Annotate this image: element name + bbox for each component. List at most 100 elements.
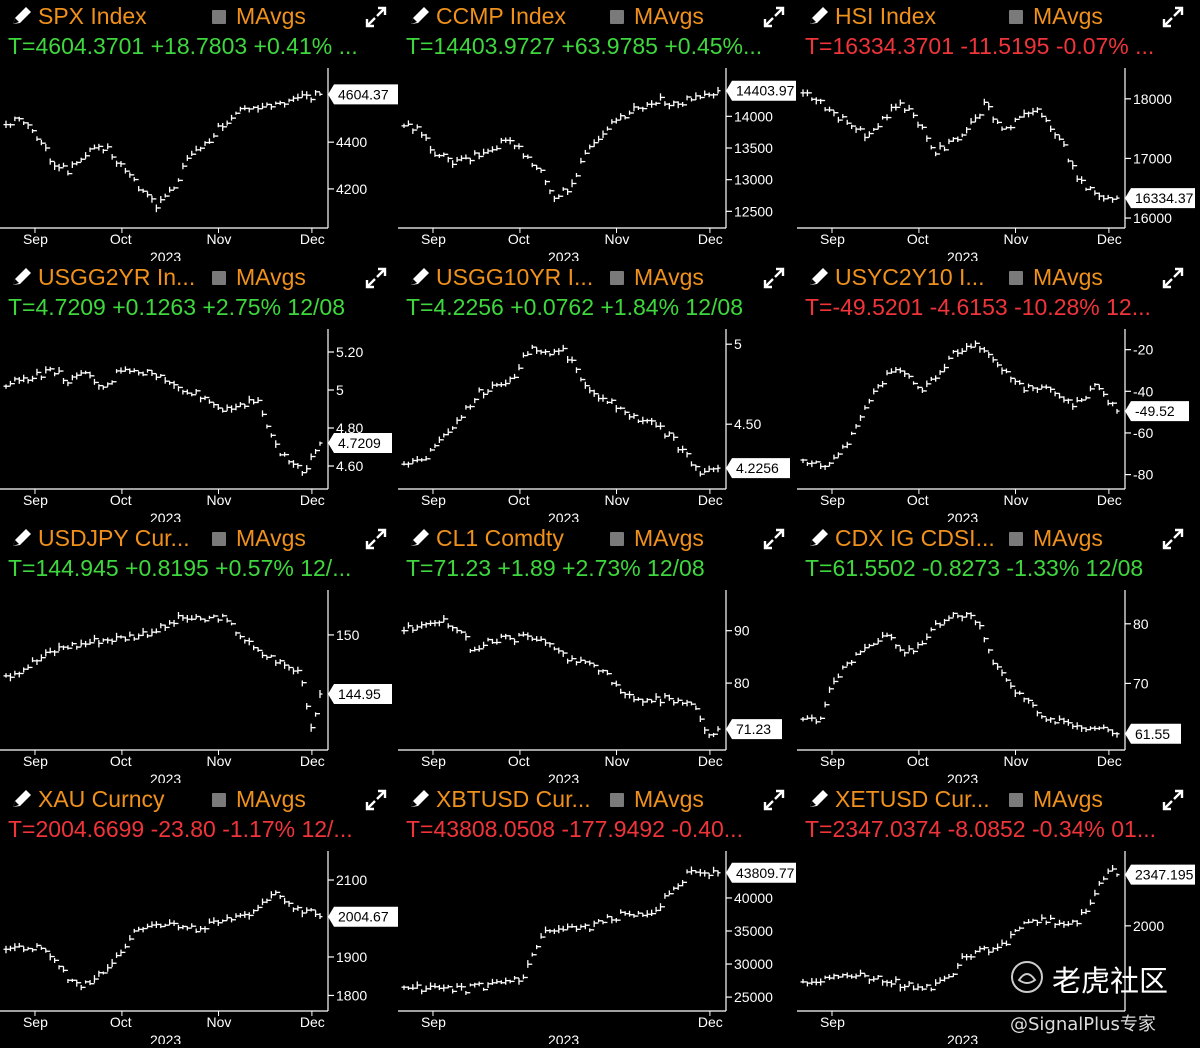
chart-panel[interactable]: SPX Index MAvgs T=4604.3701 +18.7803 +0.41… bbox=[0, 0, 398, 261]
price-chart[interactable]: 1800 1900 2100 Sep Oct Nov Dec 2023 2004.67 bbox=[0, 847, 398, 1044]
security-title[interactable]: XBTUSD Cur... bbox=[436, 786, 591, 812]
security-title[interactable]: XETUSD Cur... bbox=[835, 786, 990, 812]
price-chart[interactable]: 150 Sep Oct Nov Dec 2023 144.95 bbox=[0, 586, 398, 783]
price-chart[interactable]: 4.50 5 Sep Oct Nov Dec 2023 4.2256 bbox=[398, 325, 796, 522]
price-chart[interactable]: 12500 13000 13500 14000 Sep Oct Nov Dec 2023 1440… bbox=[398, 64, 796, 261]
x-tick-label: Dec bbox=[1097, 492, 1122, 508]
expand-icon[interactable] bbox=[1161, 527, 1185, 551]
chart-panel[interactable]: USGG2YR In... MAvgs T=4.7209 +0.1263 +2.75… bbox=[0, 261, 398, 522]
mavgs-label[interactable]: MAvgs bbox=[236, 525, 306, 551]
pencil-icon[interactable] bbox=[10, 266, 34, 288]
chart-panel[interactable]: CCMP Index MAvgs T=14403.9727 +63.9785 +0.… bbox=[398, 0, 796, 261]
mavgs-checkbox[interactable] bbox=[1009, 532, 1023, 546]
last-price-tag: 4604.37 bbox=[328, 84, 398, 105]
expand-icon[interactable] bbox=[364, 527, 388, 551]
pencil-icon[interactable] bbox=[408, 5, 432, 27]
pencil-icon[interactable] bbox=[408, 527, 432, 549]
pencil-icon[interactable] bbox=[10, 527, 34, 549]
price-chart[interactable]: 2000 Sep 2023 2347.195 bbox=[797, 847, 1195, 1044]
security-title[interactable]: CDX IG CDSI... bbox=[835, 525, 995, 551]
chart-panel[interactable]: HSI Index MAvgs T=16334.3701 -11.5195 -0.0… bbox=[797, 0, 1195, 261]
mavgs-label[interactable]: MAvgs bbox=[236, 3, 306, 29]
price-chart[interactable]: 70 80 Sep Oct Nov Dec 2023 61.55 bbox=[797, 586, 1195, 783]
price-chart[interactable]: 4200 4400 Sep Oct Nov Dec 2023 4604.37 bbox=[0, 64, 398, 261]
pencil-icon[interactable] bbox=[807, 266, 831, 288]
price-chart[interactable]: 25000 30000 35000 40000 Sep Dec 2023 43809.77 bbox=[398, 847, 796, 1044]
chart-panel[interactable]: XETUSD Cur... MAvgs T=2347.0374 -8.0852 -0… bbox=[797, 783, 1195, 1044]
security-title[interactable]: USDJPY Cur... bbox=[38, 525, 190, 551]
x-tick-label: Oct bbox=[110, 1014, 132, 1030]
expand-icon[interactable] bbox=[762, 266, 786, 290]
mavgs-label[interactable]: MAvgs bbox=[1033, 264, 1103, 290]
x-tick-label: Nov bbox=[1004, 753, 1029, 769]
mavgs-label[interactable]: MAvgs bbox=[236, 786, 306, 812]
pencil-icon[interactable] bbox=[408, 266, 432, 288]
mavgs-checkbox[interactable] bbox=[1009, 271, 1023, 285]
y-tick-label: 150 bbox=[336, 627, 360, 643]
expand-icon[interactable] bbox=[762, 5, 786, 29]
expand-icon[interactable] bbox=[762, 788, 786, 812]
expand-icon[interactable] bbox=[364, 788, 388, 812]
security-title[interactable]: USGG10YR I... bbox=[436, 264, 594, 290]
security-title[interactable]: SPX Index bbox=[38, 3, 147, 29]
price-chart[interactable]: 4.60 4.80 5 5.20 Sep Oct Nov Dec 2023 4.7209 bbox=[0, 325, 398, 522]
mavgs-label[interactable]: MAvgs bbox=[634, 786, 704, 812]
security-title[interactable]: USGG2YR In... bbox=[38, 264, 196, 290]
pencil-icon[interactable] bbox=[807, 527, 831, 549]
chart-panel[interactable]: USDJPY Cur... MAvgs T=144.945 +0.8195 +0.5… bbox=[0, 522, 398, 783]
chart-panel[interactable]: CL1 Comdty MAvgs T=71.23 +1.89 +2.73% 12/0… bbox=[398, 522, 796, 783]
security-title[interactable]: USYC2Y10 I... bbox=[835, 264, 985, 290]
pencil-icon[interactable] bbox=[10, 788, 34, 810]
last-price-label: 14403.97 bbox=[736, 83, 795, 99]
security-title[interactable]: CCMP Index bbox=[436, 3, 566, 29]
mavgs-checkbox[interactable] bbox=[1009, 793, 1023, 807]
expand-icon[interactable] bbox=[762, 527, 786, 551]
last-price-tag: 14403.97 bbox=[726, 80, 796, 101]
chart-panel[interactable]: XAU Curncy MAvgs T=2004.6699 -23.80 -1.17%… bbox=[0, 783, 398, 1044]
mavgs-label[interactable]: MAvgs bbox=[1033, 525, 1103, 551]
chart-panel[interactable]: USYC2Y10 I... MAvgs T=-49.5201 -4.6153 -10… bbox=[797, 261, 1195, 522]
pencil-icon[interactable] bbox=[10, 5, 34, 27]
last-price-tag: 43809.77 bbox=[726, 862, 796, 883]
price-chart[interactable]: 16000 17000 18000 Sep Oct Nov Dec 2023 16334.37 bbox=[797, 64, 1195, 261]
last-price-label: 4.2256 bbox=[736, 460, 779, 476]
expand-icon[interactable] bbox=[1161, 5, 1185, 29]
mavgs-label[interactable]: MAvgs bbox=[1033, 3, 1103, 29]
x-tick-label: Oct bbox=[508, 492, 530, 508]
mavgs-label[interactable]: MAvgs bbox=[1033, 786, 1103, 812]
mavgs-label[interactable]: MAvgs bbox=[634, 525, 704, 551]
mavgs-checkbox[interactable] bbox=[212, 532, 226, 546]
mavgs-checkbox[interactable] bbox=[1009, 10, 1023, 24]
expand-icon[interactable] bbox=[1161, 266, 1185, 290]
mavgs-checkbox[interactable] bbox=[610, 10, 624, 24]
pencil-icon[interactable] bbox=[408, 788, 432, 810]
tiger-logo-icon bbox=[1011, 961, 1043, 993]
pencil-icon[interactable] bbox=[807, 5, 831, 27]
mavgs-label[interactable]: MAvgs bbox=[634, 3, 704, 29]
y-tick-label: 2100 bbox=[336, 872, 367, 888]
price-series bbox=[800, 340, 1120, 470]
expand-icon[interactable] bbox=[1161, 788, 1185, 812]
x-tick-label: Nov bbox=[207, 753, 232, 769]
expand-icon[interactable] bbox=[364, 266, 388, 290]
mavgs-checkbox[interactable] bbox=[212, 793, 226, 807]
expand-icon[interactable] bbox=[364, 5, 388, 29]
mavgs-checkbox[interactable] bbox=[610, 532, 624, 546]
mavgs-label[interactable]: MAvgs bbox=[634, 264, 704, 290]
pencil-icon[interactable] bbox=[807, 788, 831, 810]
mavgs-checkbox[interactable] bbox=[212, 10, 226, 24]
chart-panel[interactable]: USGG10YR I... MAvgs T=4.2256 +0.0762 +1.84… bbox=[398, 261, 796, 522]
x-tick-label: Sep bbox=[421, 753, 446, 769]
chart-panel[interactable]: CDX IG CDSI... MAvgs T=61.5502 -0.8273 -1.… bbox=[797, 522, 1195, 783]
security-title[interactable]: CL1 Comdty bbox=[436, 525, 564, 551]
mavgs-label[interactable]: MAvgs bbox=[236, 264, 306, 290]
price-chart[interactable]: -80 -60 -40 -20 Sep Oct Nov Dec 2023 -49.52 bbox=[797, 325, 1195, 522]
x-year-label: 2023 bbox=[150, 771, 181, 783]
price-chart[interactable]: 80 90 Sep Oct Nov Dec 2023 71.23 bbox=[398, 586, 796, 783]
mavgs-checkbox[interactable] bbox=[212, 271, 226, 285]
mavgs-checkbox[interactable] bbox=[610, 271, 624, 285]
security-title[interactable]: XAU Curncy bbox=[38, 786, 165, 812]
security-title[interactable]: HSI Index bbox=[835, 3, 936, 29]
mavgs-checkbox[interactable] bbox=[610, 793, 624, 807]
chart-panel[interactable]: XBTUSD Cur... MAvgs T=43808.0508 -177.9492… bbox=[398, 783, 796, 1044]
